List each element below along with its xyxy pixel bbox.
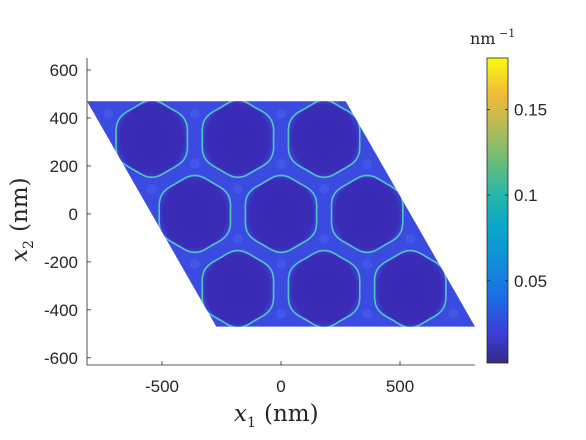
interstitial-hotspot bbox=[448, 259, 459, 269]
interstitial-hotspot bbox=[61, 84, 71, 94]
interstitial-hotspot bbox=[448, 9, 458, 19]
interstitial-hotspot bbox=[147, 334, 157, 344]
interstitial-hotspot bbox=[405, 233, 416, 244]
interstitial-hotspot bbox=[319, 233, 330, 244]
interstitial-hotspot bbox=[189, 308, 200, 319]
interstitial-hotspot bbox=[362, 9, 372, 19]
interstitial-hotspot bbox=[276, 308, 286, 319]
interstitial-hotspot bbox=[578, 34, 586, 44]
interstitial-hotspot bbox=[147, 34, 157, 44]
colorbar-tick-label: 0.1 bbox=[514, 186, 538, 205]
y-axis-label-symbol: x bbox=[7, 249, 33, 262]
interstitial-hotspot bbox=[448, 308, 459, 319]
interstitial-hotspot bbox=[535, 159, 545, 169]
interstitial-hotspot bbox=[104, 9, 114, 19]
interstitial-hotspot bbox=[103, 308, 114, 319]
interstitial-hotspot bbox=[146, 233, 157, 244]
x-tick-label: 500 bbox=[386, 377, 414, 396]
interstitial-hotspot bbox=[535, 9, 545, 19]
x-axis-label-unit: (nm) bbox=[264, 401, 319, 427]
colorbar-label-base: nm bbox=[470, 29, 495, 48]
inclusion-4 bbox=[158, 174, 232, 254]
interstitial-hotspot bbox=[362, 108, 373, 119]
colorbar-gradient bbox=[486, 57, 509, 364]
inclusion-9 bbox=[373, 249, 447, 327]
interstitial-hotspot bbox=[61, 184, 71, 194]
y-tick-label: -200 bbox=[44, 253, 78, 272]
axes: -500 0 500 -600 -400 -200 0 200 400 600 bbox=[44, 58, 475, 396]
interstitial-hotspot bbox=[319, 334, 329, 344]
interstitial-hotspot bbox=[362, 308, 373, 319]
interstitial-hotspot bbox=[362, 158, 373, 169]
x-axis-label: x 1 (nm) bbox=[234, 401, 319, 431]
y-axis-label-subscript: 2 bbox=[21, 240, 37, 249]
interstitial-hotspot bbox=[405, 334, 415, 344]
interstitial-hotspot bbox=[276, 158, 286, 169]
interstitial-hotspot bbox=[232, 233, 243, 244]
y-axis-label: x 2 (nm) bbox=[7, 177, 37, 262]
interstitial-hotspot bbox=[189, 158, 200, 169]
interstitial-hotspot bbox=[147, 84, 157, 94]
y-tick-label: 0 bbox=[69, 205, 78, 224]
interstitial-hotspot bbox=[103, 158, 114, 169]
interstitial-hotspot bbox=[146, 184, 157, 194]
y-axis-label-unit: (nm) bbox=[7, 177, 33, 232]
inclusion-6 bbox=[330, 174, 404, 254]
x-axis-label-symbol: x bbox=[234, 401, 247, 427]
interstitial-hotspot bbox=[405, 84, 415, 94]
inclusion-3 bbox=[287, 101, 361, 179]
interstitial-hotspot bbox=[276, 9, 286, 19]
x-tick-label: 0 bbox=[276, 377, 285, 396]
interstitial-hotspot bbox=[535, 259, 545, 269]
interstitial-hotspot bbox=[61, 234, 71, 244]
interstitial-hotspot bbox=[362, 259, 373, 269]
inclusion-2 bbox=[201, 101, 275, 179]
y-tick-label: 200 bbox=[50, 157, 78, 176]
interstitial-hotspot bbox=[233, 34, 243, 44]
interstitial-hotspot bbox=[190, 9, 200, 19]
colorbar-label: nm −1 bbox=[470, 27, 515, 48]
interstitial-hotspot bbox=[319, 84, 329, 94]
interstitial-hotspot bbox=[276, 108, 286, 119]
colorbar-tick-label: 0.15 bbox=[514, 100, 547, 119]
y-tick-label: 600 bbox=[50, 61, 78, 80]
y-tick-label: 400 bbox=[50, 109, 78, 128]
inclusion-7 bbox=[201, 249, 275, 327]
colorbar-label-exponent: −1 bbox=[499, 27, 515, 40]
interstitial-hotspot bbox=[18, 309, 28, 319]
interstitial-hotspot bbox=[405, 184, 416, 194]
interstitial-hotspot bbox=[18, 159, 28, 169]
inclusion-5 bbox=[244, 174, 318, 254]
interstitial-hotspot bbox=[448, 108, 459, 119]
y-tick-label: -400 bbox=[44, 301, 78, 320]
inclusion-1 bbox=[115, 101, 189, 179]
interstitial-hotspot bbox=[448, 158, 459, 169]
interstitial-hotspot bbox=[233, 84, 243, 94]
interstitial-hotspot bbox=[61, 334, 71, 344]
colorbar-tick-label: 0.05 bbox=[514, 272, 547, 291]
inclusion-8 bbox=[287, 249, 361, 327]
x-tick-label: -500 bbox=[145, 377, 179, 396]
interstitial-hotspot bbox=[578, 84, 586, 94]
interstitial-hotspot bbox=[189, 259, 200, 269]
interstitial-hotspot bbox=[319, 184, 330, 194]
interstitial-hotspot bbox=[405, 34, 415, 44]
x-axis-label-subscript: 1 bbox=[247, 415, 256, 431]
y-tick-label: -600 bbox=[44, 349, 78, 368]
interstitial-hotspot bbox=[103, 108, 114, 119]
colorbar: 0.05 0.1 0.15 bbox=[486, 57, 547, 364]
interstitial-hotspot bbox=[103, 259, 114, 269]
interstitial-hotspot bbox=[578, 184, 586, 194]
interstitial-hotspot bbox=[276, 259, 286, 269]
interstitial-hotspot bbox=[232, 184, 243, 194]
interstitial-hotspot bbox=[189, 108, 200, 119]
interstitial-hotspot bbox=[319, 34, 329, 44]
interstitial-hotspot bbox=[233, 334, 243, 344]
